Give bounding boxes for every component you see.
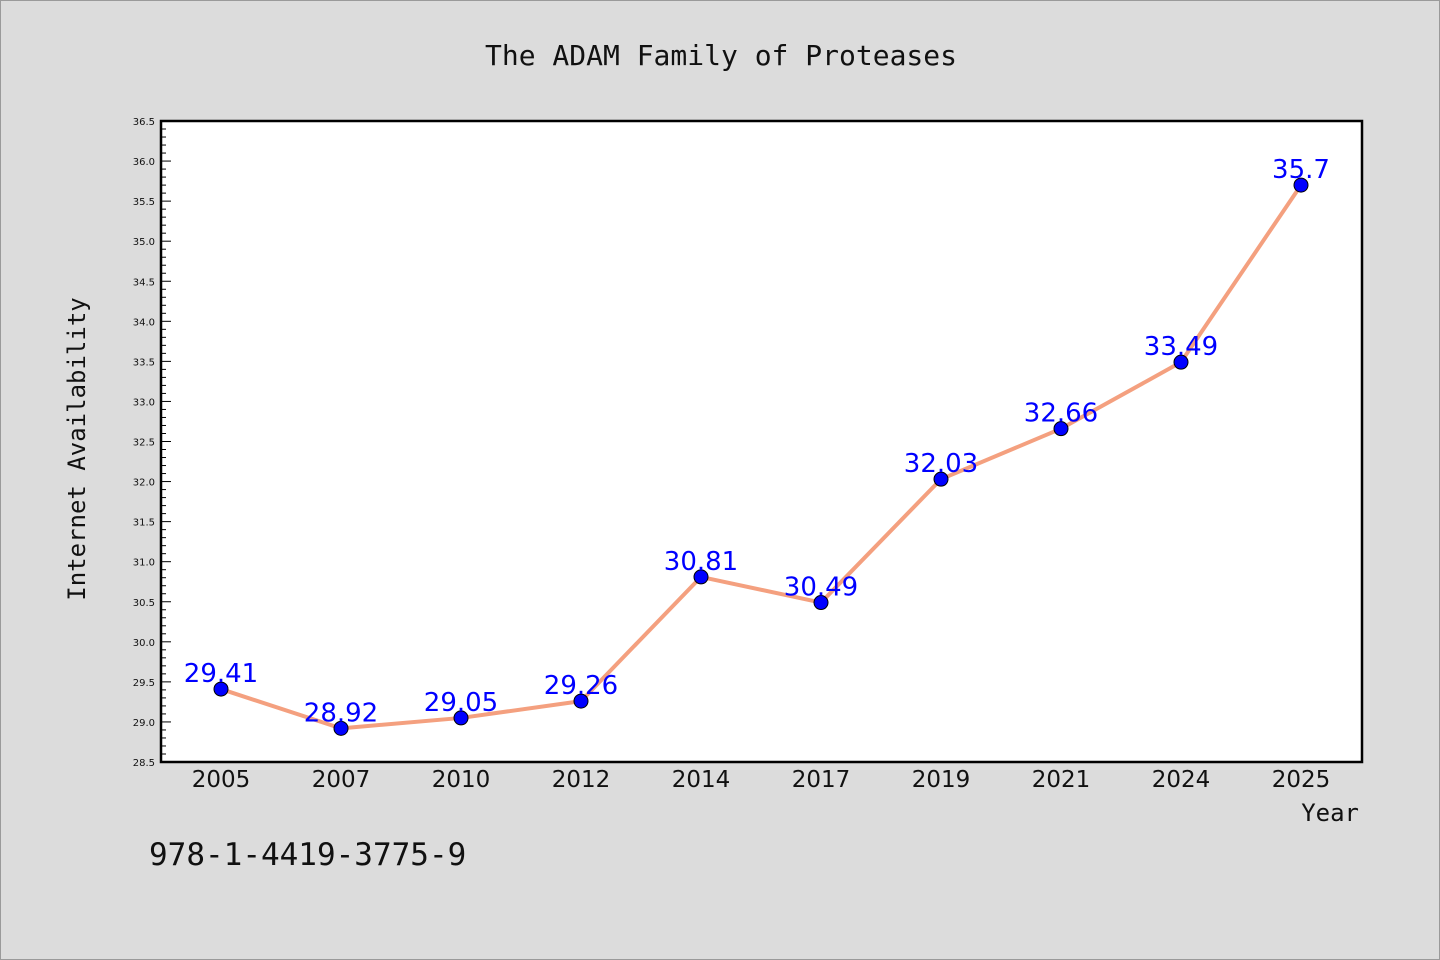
y-tick-label-0: 28.5 <box>133 758 155 769</box>
series-line-0 <box>219 183 1303 731</box>
data-label-2012: 29.26 <box>544 671 618 701</box>
x-tick-label-2007: 2007 <box>312 767 371 793</box>
y-axis-ticks: 28.5 29.0 29.5 30.0 30.5 31.0 31.5 32.0 32.5 33.0… <box>133 117 171 769</box>
data-point-2010 <box>453 710 469 726</box>
data-label-2014: 30.81 <box>664 547 738 577</box>
y-tick-label-16: 36.5 <box>133 117 155 128</box>
data-point-2024 <box>1173 354 1189 370</box>
x-tick-label-2005: 2005 <box>192 767 251 793</box>
data-point-2007 <box>333 720 349 736</box>
x-tick-label-2025: 2025 <box>1272 767 1331 793</box>
y-tick-label-15: 36.0 <box>133 157 155 168</box>
data-point-2012 <box>573 693 589 709</box>
chart-title: The ADAM Family of Proteases <box>485 39 957 72</box>
y-axis-label: Internet Availability <box>63 297 91 600</box>
data-label-2017: 30.49 <box>784 573 858 603</box>
x-axis-label: Year <box>1301 799 1359 827</box>
y-tick-label-7: 32.0 <box>133 478 155 489</box>
plot-area <box>159 119 1364 764</box>
y-tick-label-8: 32.5 <box>133 438 155 449</box>
x-tick-label-2014: 2014 <box>672 767 731 793</box>
x-tick-label-2019: 2019 <box>912 767 971 793</box>
data-point-2019 <box>933 471 949 487</box>
data-point-2005 <box>213 681 229 697</box>
x-tick-label-2012: 2012 <box>552 767 611 793</box>
y-tick-label-4: 30.5 <box>133 598 155 609</box>
y-tick-label-1: 29.0 <box>133 718 155 729</box>
data-point-2021 <box>1053 421 1069 437</box>
x-axis-ticks: 2005 2007 2010 2012 2014 2017 2019 2021 2024 2025 <box>192 767 1331 793</box>
y-tick-label-3: 30.0 <box>133 638 155 649</box>
data-label-2007: 28.92 <box>304 698 378 728</box>
data-label-2025: 35.7 <box>1272 155 1330 185</box>
data-point-2014 <box>693 569 709 585</box>
y-tick-label-2: 29.5 <box>133 678 155 689</box>
isbn-annotation: 978-1-4419-3775-9 <box>149 837 466 873</box>
data-label-2005: 29.41 <box>184 659 258 689</box>
data-label-2019: 32.03 <box>904 449 978 479</box>
data-label-2010: 29.05 <box>424 688 498 718</box>
x-tick-label-2010: 2010 <box>432 767 491 793</box>
y-tick-label-14: 35.5 <box>133 197 155 208</box>
data-point-2025 <box>1293 177 1309 193</box>
y-tick-label-12: 34.5 <box>133 277 155 288</box>
series-layer: 29.41 28.92 29.05 29.26 30.81 30.49 32.03 32.66… <box>184 155 1330 736</box>
y-tick-label-6: 31.5 <box>133 518 155 529</box>
y-tick-label-13: 35.0 <box>133 237 155 248</box>
y-tick-label-11: 34.0 <box>133 317 155 328</box>
data-point-2017 <box>813 595 829 611</box>
x-tick-label-2021: 2021 <box>1032 767 1091 793</box>
x-tick-label-2017: 2017 <box>792 767 851 793</box>
x-tick-label-2024: 2024 <box>1152 767 1211 793</box>
data-label-2021: 32.66 <box>1024 399 1098 429</box>
y-tick-label-5: 31.0 <box>133 558 155 569</box>
data-label-2024: 33.49 <box>1144 332 1218 362</box>
y-tick-label-10: 33.5 <box>133 357 155 368</box>
y-tick-label-9: 33.0 <box>133 397 155 408</box>
